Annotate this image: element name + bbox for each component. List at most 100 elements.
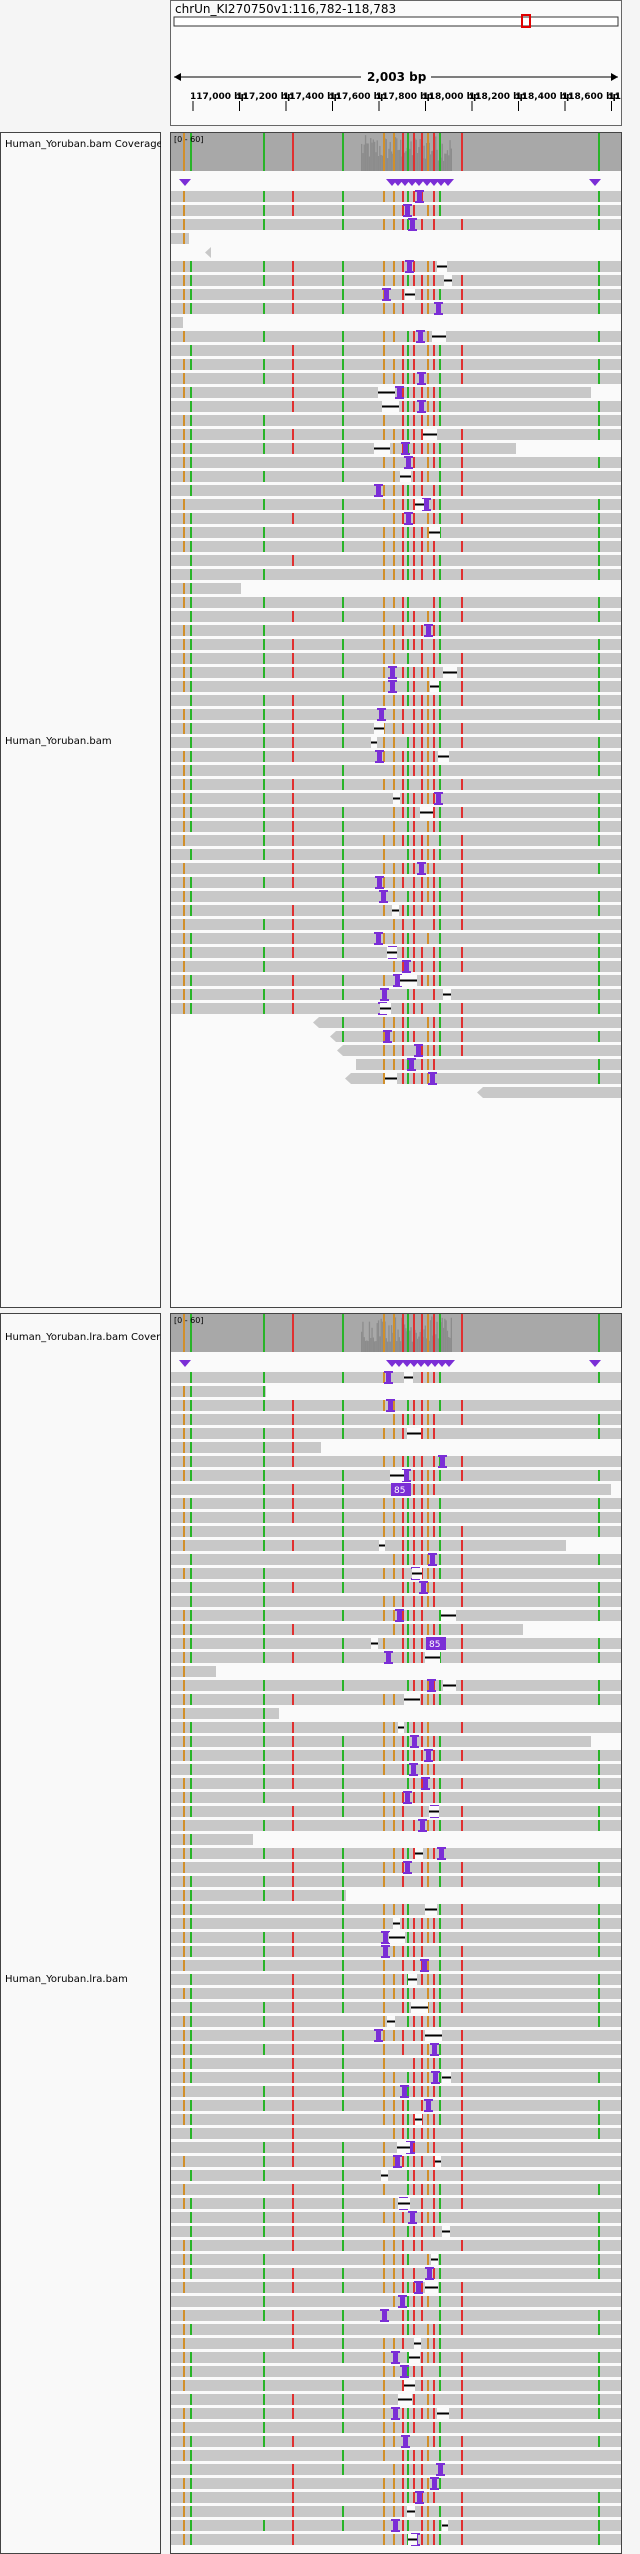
coverage-bar xyxy=(442,1327,445,1352)
mismatch-base xyxy=(393,373,395,384)
insertion-size-badge xyxy=(426,1637,446,1650)
mismatch-base xyxy=(183,2310,185,2321)
mismatch-base xyxy=(292,2324,294,2335)
mismatch-base xyxy=(439,289,441,300)
mismatch-base xyxy=(393,751,395,762)
mismatch-base xyxy=(413,989,415,1000)
coverage-variant-bar xyxy=(421,1314,423,1352)
read xyxy=(171,1469,621,1482)
mismatch-base xyxy=(598,331,600,342)
insertion-cap xyxy=(388,666,397,668)
alignment-track-name-2[interactable]: Human_Yoruban.lra.bam xyxy=(5,1974,128,1985)
data-panel-1[interactable]: [0 - 60] xyxy=(170,132,622,1308)
mismatch-base xyxy=(402,1498,404,1509)
coverage-bar xyxy=(428,142,430,171)
insertion-block xyxy=(376,932,381,945)
insertion-cap xyxy=(398,2306,407,2308)
mismatch-base xyxy=(383,2450,385,2461)
insertion-block xyxy=(412,1735,417,1748)
mismatch-base xyxy=(183,233,185,244)
coverage-bar xyxy=(366,143,368,171)
mismatch-base xyxy=(433,849,435,860)
read-body xyxy=(171,303,621,314)
mismatch-base xyxy=(402,1540,404,1551)
read-body xyxy=(171,2226,621,2237)
coverage-track-name-2[interactable]: Human_Yoruban.lra.bam Coverage xyxy=(5,1332,161,1343)
mismatch-base xyxy=(183,205,185,216)
mismatch-base xyxy=(421,1680,423,1691)
coverage-bar xyxy=(363,144,365,171)
mismatch-base xyxy=(421,961,423,972)
read-body xyxy=(171,1778,621,1789)
mismatch-base xyxy=(407,737,409,748)
mismatch-base xyxy=(393,1017,395,1028)
mismatch-base xyxy=(427,1045,429,1056)
mismatch-base xyxy=(413,625,415,636)
mismatch-base xyxy=(421,2016,423,2027)
mismatch-base xyxy=(402,359,404,370)
coverage-bar xyxy=(362,153,364,171)
coverage-bar xyxy=(396,1341,398,1352)
mismatch-base xyxy=(402,1568,404,1579)
mismatch-base xyxy=(461,1456,463,1467)
mismatch-base xyxy=(292,1876,294,1887)
mismatch-base xyxy=(433,1031,435,1042)
coverage-bar xyxy=(363,1337,365,1352)
read xyxy=(345,1072,621,1085)
mismatch-base xyxy=(427,527,429,538)
alignment-track-name-1[interactable]: Human_Yoruban.bam xyxy=(5,736,112,747)
data-panel-2[interactable]: [0 - 60] 85 85 xyxy=(170,1313,622,2554)
coverage-bar xyxy=(445,153,447,171)
insertion-cap xyxy=(402,971,411,973)
mismatch-base xyxy=(427,1582,429,1593)
mismatch-base xyxy=(342,849,344,860)
read-body xyxy=(171,1638,621,1649)
mismatch-base xyxy=(190,849,192,860)
mismatch-base xyxy=(342,2086,344,2097)
mismatch-base xyxy=(439,1974,441,1985)
mismatch-base xyxy=(427,709,429,720)
mismatch-base xyxy=(342,737,344,748)
mismatch-base xyxy=(598,1806,600,1817)
mismatch-base xyxy=(439,975,441,986)
coverage-track: [0 - 60] xyxy=(171,133,621,171)
mismatch-base xyxy=(183,1750,185,1761)
mismatch-base xyxy=(292,2058,294,2069)
mismatch-base xyxy=(292,737,294,748)
mismatch-base xyxy=(183,2366,185,2377)
mismatch-base xyxy=(461,653,463,664)
mismatch-base xyxy=(190,765,192,776)
mismatch-base xyxy=(393,219,395,230)
mismatch-base xyxy=(183,499,185,510)
mismatch-base xyxy=(433,793,435,804)
mismatch-base xyxy=(263,191,265,202)
insertion-cap xyxy=(417,400,426,402)
mismatch-base xyxy=(292,751,294,762)
mismatch-base xyxy=(413,1820,415,1831)
read xyxy=(171,2295,621,2308)
coverage-track-name-1[interactable]: Human_Yoruban.bam Coverage xyxy=(5,139,161,150)
mismatch-base xyxy=(183,331,185,342)
mismatch-base xyxy=(439,2506,441,2517)
mismatch-base xyxy=(190,1554,192,1565)
mismatch-base xyxy=(342,2198,344,2209)
mismatch-base xyxy=(402,1918,404,1929)
mismatch-base xyxy=(407,1512,409,1523)
mismatch-base xyxy=(292,2436,294,2447)
read-body xyxy=(171,611,621,622)
mismatch-base xyxy=(263,919,265,930)
read xyxy=(171,876,621,889)
coverage-bar xyxy=(367,1341,369,1352)
coverage-bar xyxy=(444,1318,446,1352)
mismatch-base xyxy=(292,905,294,916)
mismatch-base xyxy=(461,2030,463,2041)
coverage-variant-bar xyxy=(413,1314,415,1352)
mismatch-base xyxy=(407,667,409,678)
ruler-tick-label: 118,400 bp xyxy=(516,92,574,102)
mismatch-base xyxy=(292,1582,294,1593)
mismatch-base xyxy=(439,695,441,706)
mismatch-base xyxy=(461,1750,463,1761)
read xyxy=(171,779,621,790)
alignment-view-1[interactable]: [0 - 60] xyxy=(171,133,622,1308)
